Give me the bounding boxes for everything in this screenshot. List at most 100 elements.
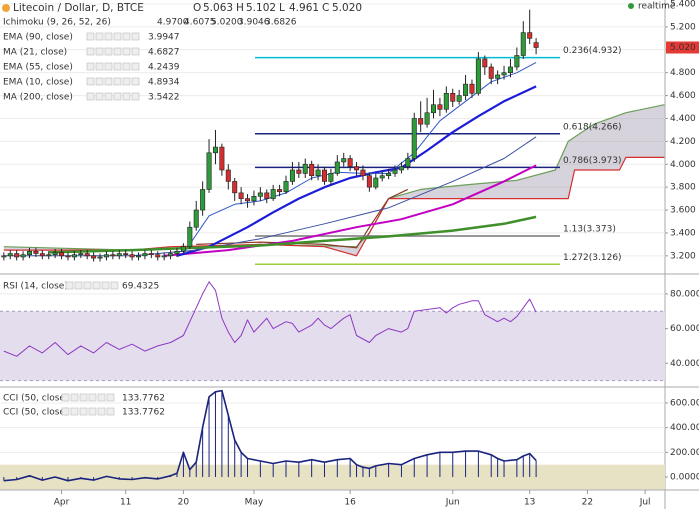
study-value: 3.9046	[238, 18, 270, 28]
candle-body	[321, 169, 327, 182]
study-button	[95, 32, 104, 41]
y-tick-label: 40.0000	[670, 359, 699, 369]
candle-body	[315, 169, 321, 177]
study-button	[110, 281, 119, 290]
study-value: 133.7762	[122, 394, 165, 404]
y-tick-label: 3.200	[670, 251, 696, 261]
study-value: 69.4325	[122, 282, 159, 292]
ichimoku-cloud	[3, 104, 665, 256]
y-tick-label: 4.800	[670, 68, 696, 78]
study-button	[83, 281, 92, 290]
fib-label: 0.786(3.973)	[563, 156, 622, 166]
candle-body	[283, 181, 289, 193]
x-tick-label: 22	[582, 498, 593, 508]
candle-body	[302, 163, 308, 174]
study-button	[86, 92, 95, 101]
candle-body	[251, 196, 257, 202]
candle-body	[168, 253, 174, 257]
candle-body	[129, 254, 135, 258]
candle-body	[334, 161, 340, 174]
realtime-dot	[628, 3, 634, 9]
y-tick-label: 0.0000	[670, 473, 699, 483]
candle-body	[187, 226, 193, 247]
candle-body	[482, 58, 488, 68]
ohlc-name: O	[193, 2, 201, 14]
ohlc-value: 4.961	[289, 2, 319, 14]
symbol-icon	[2, 4, 10, 12]
candle-body	[174, 250, 180, 254]
study-value: 5.0200	[211, 18, 243, 28]
study-value: 4.8934	[148, 78, 180, 88]
candle-body	[78, 253, 84, 255]
x-tick-label: Jun	[445, 498, 460, 508]
candle-body	[469, 83, 475, 94]
candle-body	[289, 169, 295, 182]
rsi-line	[3, 281, 537, 357]
study-button	[86, 77, 95, 86]
ohlc-name: L	[279, 2, 285, 14]
candle-body	[257, 192, 263, 197]
study-button	[122, 62, 131, 71]
candle-body	[264, 192, 270, 199]
study-button	[131, 77, 140, 86]
study-button	[70, 393, 79, 402]
study-button	[122, 32, 131, 41]
y-tick-label: 4.000	[670, 160, 696, 170]
study-button	[113, 77, 122, 86]
candle-body	[520, 32, 526, 56]
y-tick-label: 600.0000	[670, 398, 699, 408]
study-button	[113, 47, 122, 56]
rsi-band	[0, 311, 665, 381]
study-button	[104, 32, 113, 41]
y-tick-label: 60.0000	[670, 324, 699, 334]
study-value: 4.9700	[157, 18, 189, 28]
study-button	[113, 92, 122, 101]
y-tick-label: 4.600	[670, 91, 696, 101]
study-value: 3.5422	[148, 93, 180, 103]
candle-body	[527, 32, 533, 39]
candle-body	[97, 256, 103, 259]
candle-body	[110, 254, 116, 257]
study-button	[61, 407, 70, 416]
candle-body	[328, 173, 334, 182]
y-tick-label: 400.0000	[670, 423, 699, 433]
study-value: 4.2439	[148, 63, 180, 73]
candle-body	[386, 173, 392, 177]
study-value: 3.9947	[148, 33, 180, 43]
candle-body	[431, 104, 437, 114]
study-button	[65, 281, 74, 290]
candle-body	[533, 42, 539, 48]
candle-body	[347, 158, 353, 167]
ohlc-value: 5.102	[246, 2, 276, 14]
candle-body	[20, 254, 26, 258]
candle-body	[232, 181, 238, 194]
candle-body	[238, 192, 244, 199]
y-tick-label: 200.0000	[670, 448, 699, 458]
candle-body	[450, 92, 456, 102]
candle-body	[212, 146, 218, 154]
candle-body	[52, 252, 58, 255]
candle-body	[296, 169, 302, 174]
candle-body	[354, 166, 360, 171]
study-button	[95, 77, 104, 86]
study-button	[131, 92, 140, 101]
y-tick-label: 5.400	[670, 0, 696, 10]
fib-label: 1.13(3.373)	[563, 225, 616, 235]
study-button	[70, 407, 79, 416]
study-button	[131, 62, 140, 71]
candle-body	[39, 253, 45, 257]
study-button	[131, 32, 140, 41]
ohlc-value: 5.063	[203, 2, 233, 14]
price-tag-label: 5.020	[670, 43, 696, 53]
y-tick-label: 3.600	[670, 206, 696, 216]
study-button	[104, 62, 113, 71]
study-button	[86, 62, 95, 71]
y-tick-label: 4.400	[670, 114, 696, 124]
candle-body	[225, 169, 231, 182]
candle-body	[463, 83, 469, 96]
candle-body	[219, 146, 225, 171]
study-button	[122, 92, 131, 101]
candle-body	[443, 92, 449, 110]
